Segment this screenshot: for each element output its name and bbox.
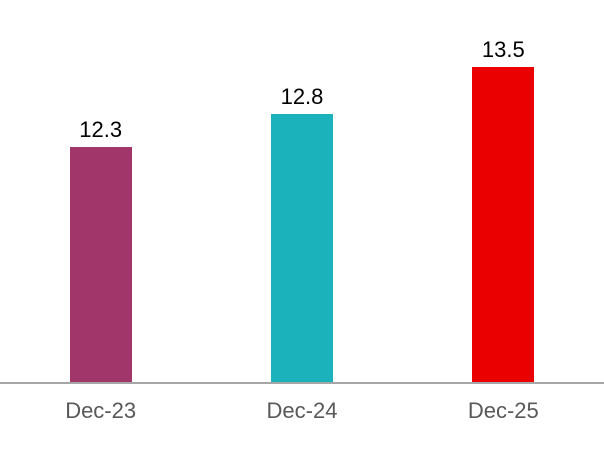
x-axis-line [0,382,604,384]
x-axis-labels: Dec-23 Dec-24 Dec-25 [0,384,604,450]
bar-Dec-25 [472,67,535,382]
plot-area: 12.3 12.8 13.5 [69,36,535,382]
value-label: 12.8 [280,83,324,109]
x-tick-label: Dec-23 [65,398,137,423]
value-label: 13.5 [481,36,525,62]
bar-Dec-24 [271,114,333,382]
x-tick-label: Dec-25 [467,398,539,423]
x-tick-label: Dec-24 [266,398,338,423]
bar-Dec-23 [69,147,132,382]
value-label: 12.3 [79,116,123,142]
